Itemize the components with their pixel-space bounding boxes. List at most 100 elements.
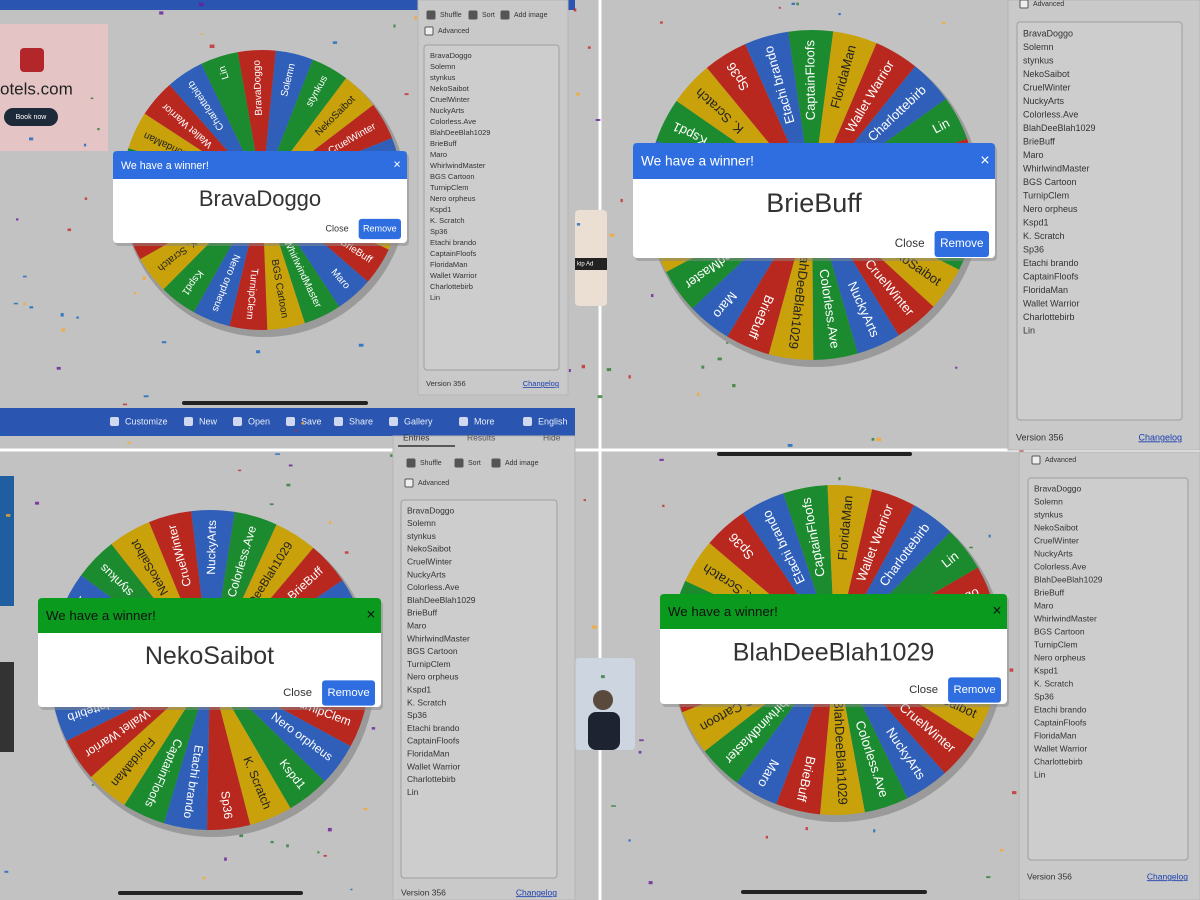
control-icon	[424, 26, 434, 36]
dialog-dismiss[interactable]: ×	[992, 603, 1001, 620]
remove-button-bg[interactable]	[358, 218, 401, 240]
entry: CaptainFloofs	[1034, 717, 1086, 727]
entry: Sp36	[407, 710, 427, 720]
confetti	[90, 97, 94, 100]
close-button[interactable]: Close	[325, 223, 348, 233]
confetti	[256, 350, 261, 354]
remove-button[interactable]: Remove	[327, 687, 369, 699]
confetti	[84, 197, 88, 200]
changelog[interactable]: Changelog	[523, 379, 559, 388]
control[interactable]: Advanced	[418, 480, 449, 487]
confetti	[726, 341, 729, 344]
control[interactable]: Advanced	[1033, 1, 1064, 8]
dialog-title: We have a winner!	[46, 608, 156, 623]
confetti	[371, 727, 376, 730]
wheel-label: NuckyArts	[204, 520, 219, 575]
changelog[interactable]: Changelog	[1138, 432, 1182, 442]
tab[interactable]: Hide	[543, 432, 561, 442]
entry: Etachi brando	[430, 238, 476, 247]
changelog[interactable]: Changelog	[1147, 871, 1188, 881]
control[interactable]: Advanced	[1045, 457, 1076, 464]
entry: CaptainFloofs	[407, 736, 459, 746]
ad-button[interactable]	[4, 108, 58, 126]
dialog-header	[113, 151, 407, 179]
toolbar-item[interactable]: Save	[301, 416, 322, 426]
dialog-header	[660, 594, 1007, 629]
toolbar-item[interactable]: More	[474, 416, 495, 426]
entry: FloridaMan	[407, 748, 450, 758]
wheel-label: Lin	[217, 65, 232, 81]
dialog-title: We have a winner!	[668, 604, 778, 619]
entries-box	[1027, 477, 1189, 861]
dialog-dismiss[interactable]: ×	[980, 151, 989, 169]
control[interactable]: Add image	[514, 12, 548, 19]
home-indicator	[182, 401, 368, 405]
entry: Solemn	[430, 62, 455, 71]
entry: BGS Cartoon	[430, 172, 475, 181]
entry: BlahDeeBlah1029	[1023, 123, 1096, 133]
remove-button[interactable]: Remove	[363, 223, 397, 233]
dialog-dismiss[interactable]: ×	[393, 157, 400, 171]
toolbar-item[interactable]: English	[538, 416, 568, 426]
toolbar-item[interactable]: New	[199, 416, 218, 426]
entry: BrieBuff	[430, 139, 457, 148]
toolbar-item[interactable]: Open	[248, 416, 270, 426]
control[interactable]: Shuffle	[440, 12, 462, 19]
confetti	[23, 302, 26, 306]
control[interactable]: Add image	[505, 460, 539, 467]
skip-label[interactable]: kip Ad	[577, 262, 593, 268]
confetti	[134, 292, 137, 295]
entry: NekoSaibot	[1023, 69, 1070, 79]
entry: Colorless.Ave	[430, 117, 476, 126]
remove-button[interactable]: Remove	[953, 684, 995, 696]
toolbar-item[interactable]: Share	[349, 416, 373, 426]
tab[interactable]: Results	[467, 432, 495, 442]
ad-brand: otels.com	[0, 79, 73, 98]
confetti	[871, 437, 875, 441]
skip-bar[interactable]	[575, 258, 607, 270]
confetti	[327, 827, 332, 832]
entry: Nero orpheus	[407, 672, 459, 682]
wheel-label: TurnipClem	[244, 268, 260, 320]
toolbar-icon	[389, 417, 398, 426]
confetti	[595, 119, 601, 121]
remove-button-bg[interactable]	[934, 231, 989, 257]
confetti	[301, 421, 305, 425]
control[interactable]: Sort	[468, 460, 481, 467]
close-button[interactable]: Close	[909, 684, 938, 696]
entry: Kspd1	[1034, 665, 1058, 675]
confetti	[29, 137, 34, 141]
confetti	[620, 198, 623, 203]
toolbar-item[interactable]: Gallery	[404, 416, 433, 426]
entry: WhirlwindMaster	[1023, 163, 1090, 173]
entry: NuckyArts	[1023, 96, 1065, 106]
confetti	[317, 851, 320, 854]
toolbar-strip	[0, 0, 575, 10]
remove-button-bg[interactable]	[322, 680, 375, 706]
changelog[interactable]: Changelog	[516, 887, 557, 897]
entry: Charlottebirb	[407, 774, 456, 784]
entry: BGS Cartoon	[1023, 177, 1077, 187]
close-button[interactable]: Close	[895, 237, 925, 250]
winner-name: BrieBuff	[766, 188, 862, 218]
entry: Wallet Warrior	[430, 271, 477, 280]
entry: BravaDoggo	[430, 51, 472, 60]
remove-button[interactable]: Remove	[940, 237, 983, 250]
tab[interactable]: Entries	[403, 432, 429, 442]
ad-button-label[interactable]: Book now	[16, 114, 48, 121]
confetti	[6, 513, 11, 517]
confetti	[0, 433, 4, 436]
remove-button-bg[interactable]	[948, 677, 1001, 703]
control[interactable]: Advanced	[438, 28, 469, 35]
close-button[interactable]: Close	[283, 687, 312, 699]
dialog-dismiss[interactable]: ×	[366, 607, 375, 624]
toolbar-item[interactable]: Customize	[125, 416, 168, 426]
confetti	[639, 739, 644, 742]
entry: stynkus	[407, 531, 436, 541]
confetti	[224, 857, 227, 861]
control[interactable]: Sort	[482, 12, 495, 19]
toolbar-icon	[286, 417, 295, 426]
control[interactable]: Shuffle	[420, 460, 442, 467]
entry: CaptainFloofs	[1023, 271, 1079, 281]
entry: K. Scratch	[407, 697, 446, 707]
